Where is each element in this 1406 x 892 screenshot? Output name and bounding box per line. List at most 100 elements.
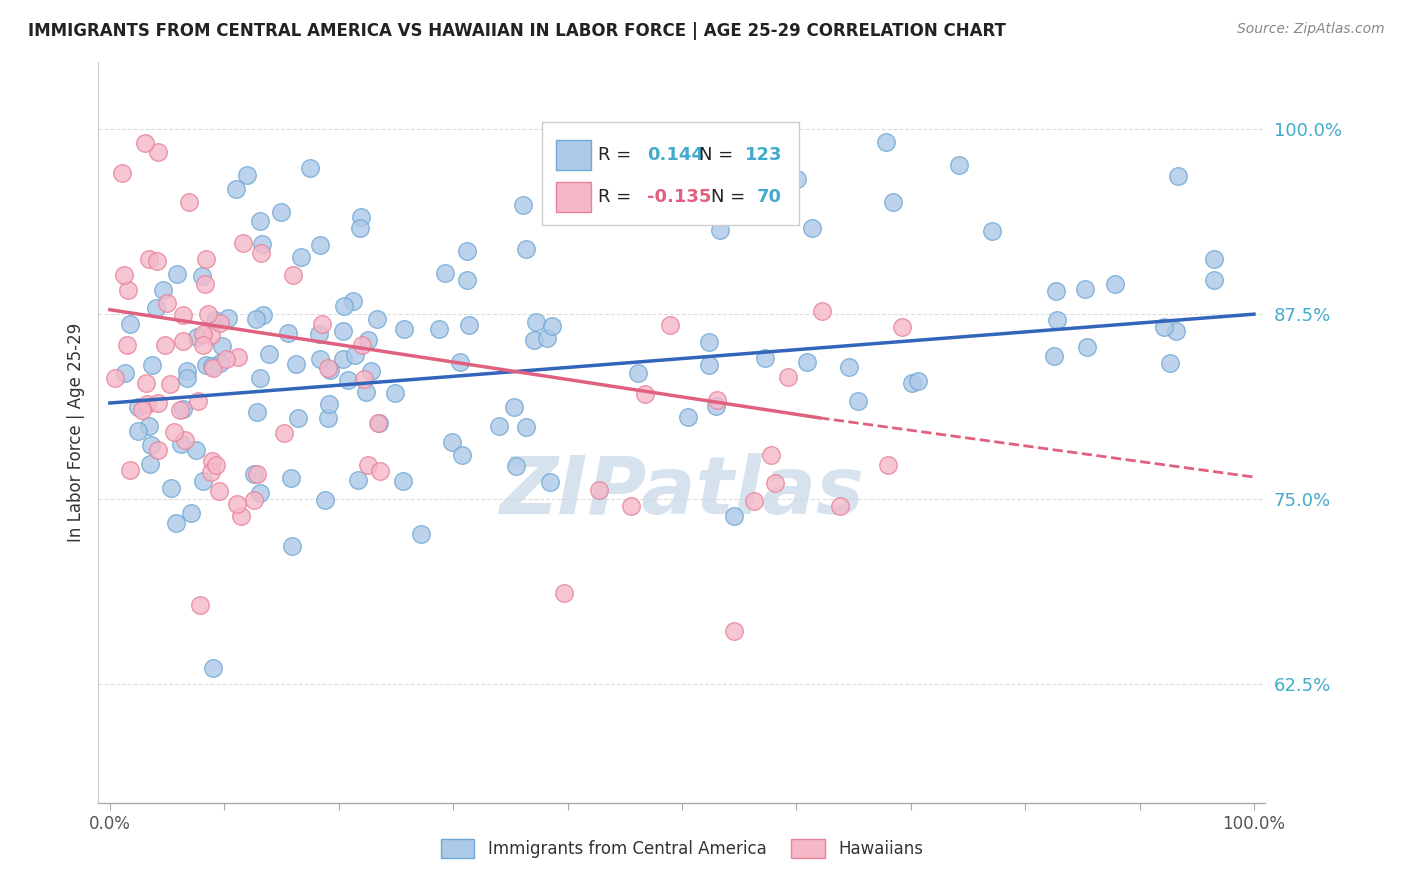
- Point: [166, 267, 188, 281]
- Point: [200, 328, 222, 343]
- Point: [172, 401, 194, 416]
- Point: [627, 366, 650, 380]
- Point: [104, 371, 127, 385]
- Point: [232, 236, 254, 251]
- Point: [146, 442, 169, 457]
- Point: [226, 350, 249, 364]
- Point: [250, 246, 273, 260]
- Point: [368, 464, 391, 478]
- Bar: [555, 182, 591, 212]
- Point: [152, 283, 174, 297]
- Point: [1046, 313, 1069, 327]
- Point: [553, 586, 575, 600]
- Point: [176, 370, 198, 384]
- Point: [704, 399, 727, 413]
- Point: [246, 467, 269, 481]
- Point: [139, 438, 162, 452]
- Point: [200, 466, 222, 480]
- Point: [114, 366, 136, 380]
- Point: [131, 403, 153, 417]
- Point: [890, 320, 912, 334]
- Point: [117, 283, 139, 297]
- Point: [184, 442, 207, 457]
- Point: [153, 337, 176, 351]
- Point: [136, 397, 159, 411]
- Point: [1104, 277, 1126, 291]
- Point: [515, 242, 537, 256]
- Point: [145, 301, 167, 315]
- Point: [332, 324, 354, 338]
- Point: [411, 526, 433, 541]
- Point: [676, 409, 699, 424]
- Point: [284, 357, 307, 371]
- Point: [502, 400, 524, 414]
- Point: [846, 394, 869, 409]
- Point: [709, 222, 731, 236]
- Point: [699, 334, 721, 349]
- Point: [127, 400, 149, 414]
- Y-axis label: In Labor Force | Age 25-29: In Labor Force | Age 25-29: [66, 323, 84, 542]
- Point: [195, 252, 218, 267]
- Point: [252, 236, 274, 251]
- Text: ZIPatlas: ZIPatlas: [499, 453, 865, 531]
- Point: [1045, 285, 1067, 299]
- Point: [111, 165, 134, 179]
- Point: [316, 361, 339, 376]
- Point: [179, 195, 201, 210]
- Point: [811, 303, 834, 318]
- Point: [441, 435, 464, 450]
- Point: [146, 145, 169, 159]
- Point: [148, 396, 170, 410]
- Point: [353, 372, 375, 386]
- Text: IMMIGRANTS FROM CENTRAL AMERICA VS HAWAIIAN IN LABOR FORCE | AGE 25-29 CORRELATI: IMMIGRANTS FROM CENTRAL AMERICA VS HAWAI…: [28, 22, 1007, 40]
- Point: [901, 376, 924, 391]
- Point: [245, 311, 267, 326]
- Point: [118, 463, 141, 477]
- Point: [249, 485, 271, 500]
- Point: [120, 317, 142, 331]
- Point: [343, 348, 366, 362]
- Point: [314, 493, 336, 508]
- Point: [882, 194, 904, 209]
- Point: [367, 416, 389, 430]
- Point: [309, 238, 332, 252]
- Point: [316, 410, 339, 425]
- Point: [208, 317, 231, 331]
- Point: [270, 205, 292, 219]
- Point: [346, 473, 368, 487]
- Point: [146, 254, 169, 268]
- Point: [754, 351, 776, 365]
- Point: [450, 448, 472, 462]
- Point: [384, 385, 406, 400]
- Point: [204, 313, 226, 327]
- Point: [134, 136, 156, 150]
- Point: [243, 467, 266, 481]
- Point: [697, 359, 720, 373]
- Point: [169, 403, 191, 417]
- Point: [281, 268, 304, 282]
- Point: [187, 393, 209, 408]
- Point: [360, 364, 382, 378]
- Point: [215, 352, 238, 367]
- Point: [280, 471, 302, 485]
- Point: [204, 458, 226, 472]
- Legend: Immigrants from Central America, Hawaiians: Immigrants from Central America, Hawaiia…: [434, 832, 929, 865]
- Point: [723, 624, 745, 639]
- Point: [273, 426, 295, 441]
- Point: [243, 492, 266, 507]
- Point: [1076, 340, 1098, 354]
- Point: [449, 355, 471, 369]
- Point: [357, 333, 380, 347]
- Point: [318, 397, 340, 411]
- Point: [299, 161, 322, 175]
- Point: [333, 299, 356, 313]
- Point: [217, 311, 239, 326]
- Point: [875, 135, 897, 149]
- Point: [115, 338, 138, 352]
- Point: [202, 661, 225, 675]
- Text: N =: N =: [711, 188, 751, 206]
- Point: [308, 326, 330, 341]
- Point: [588, 483, 610, 497]
- Point: [838, 359, 860, 374]
- Point: [723, 509, 745, 524]
